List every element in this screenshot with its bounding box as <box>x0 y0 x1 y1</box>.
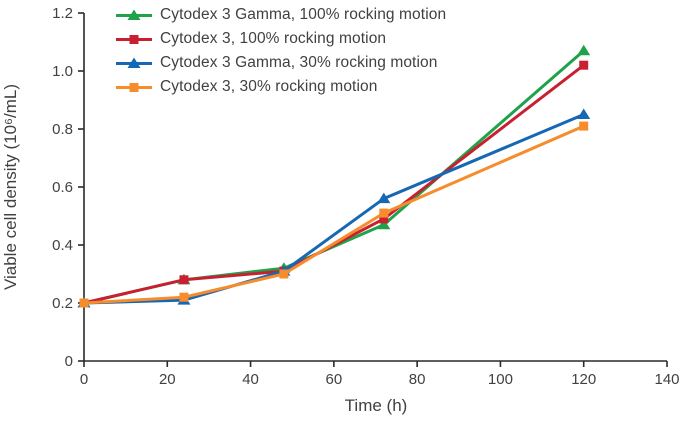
legend-label: Cytodex 3, 30% rocking motion <box>160 78 378 95</box>
y-tick-label: 0.2 <box>52 295 73 312</box>
y-tick-label: 0 <box>65 353 73 370</box>
x-tick-label: 100 <box>488 371 513 388</box>
legend-item-1: Cytodex 3, 100% rocking motion <box>116 27 446 51</box>
x-tick-label: 60 <box>326 371 343 388</box>
x-tick-label: 80 <box>409 371 426 388</box>
data-point-marker <box>279 269 289 279</box>
x-axis-title: Time (h) <box>345 396 408 415</box>
data-point-marker <box>579 121 589 131</box>
legend-marker-glyph <box>129 82 139 92</box>
data-point-marker <box>577 108 591 119</box>
x-tick-label: 40 <box>242 371 259 388</box>
x-tick-label: 20 <box>159 371 176 388</box>
legend-marker-square-icon <box>116 82 152 92</box>
data-point-marker <box>377 218 391 230</box>
plot-area: 0 20 40 60 80 100 120 140 0 0.2 0.4 0.6 0.8 1.0 1.2 <box>52 5 679 388</box>
y-tick-label: 0.4 <box>52 237 73 254</box>
series-markers-2 <box>77 108 591 308</box>
legend-item-2: Cytodex 3 Gamma, 30% rocking motion <box>116 51 446 75</box>
legend-marker-glyph <box>127 9 141 20</box>
y-tick-label: 0.6 <box>52 179 73 196</box>
legend-item-3: Cytodex 3, 30% rocking motion <box>116 75 446 99</box>
data-point-marker <box>379 214 389 224</box>
legend-marker-triangle-icon <box>116 57 152 68</box>
x-tick-label: 140 <box>654 371 679 388</box>
legend-marker-glyph <box>127 57 141 68</box>
legend-label: Cytodex 3, 100% rocking motion <box>160 30 387 47</box>
data-point-marker <box>579 60 589 70</box>
series-line-2 <box>83 113 585 305</box>
y-axis-title: Viable cell density (10⁶/mL) <box>1 84 20 290</box>
x-tick-label: 0 <box>80 371 88 388</box>
series-line-1 <box>83 64 585 305</box>
legend-marker-glyph <box>129 34 139 44</box>
chart-legend: Cytodex 3 Gamma, 100% rocking motion Cyto… <box>116 3 446 99</box>
legend-label: Cytodex 3 Gamma, 100% rocking motion <box>160 6 447 23</box>
data-point-marker <box>179 292 189 302</box>
legend-marker-triangle-icon <box>116 9 152 20</box>
data-point-marker <box>377 192 391 204</box>
y-tick-label: 1.2 <box>52 5 73 22</box>
data-point-marker <box>79 298 89 308</box>
data-point-marker <box>577 44 591 56</box>
data-point-marker <box>179 275 189 285</box>
series-markers-3 <box>79 121 589 308</box>
y-tick-label: 1.0 <box>52 63 73 80</box>
legend-item-0: Cytodex 3 Gamma, 100% rocking motion <box>116 3 446 27</box>
series-line-3 <box>83 124 585 305</box>
y-tick-label: 0.8 <box>52 121 73 138</box>
legend-marker-square-icon <box>116 34 152 44</box>
data-point-marker <box>379 208 389 218</box>
x-tick-label: 120 <box>571 371 596 388</box>
legend-label: Cytodex 3 Gamma, 30% rocking motion <box>160 54 438 71</box>
